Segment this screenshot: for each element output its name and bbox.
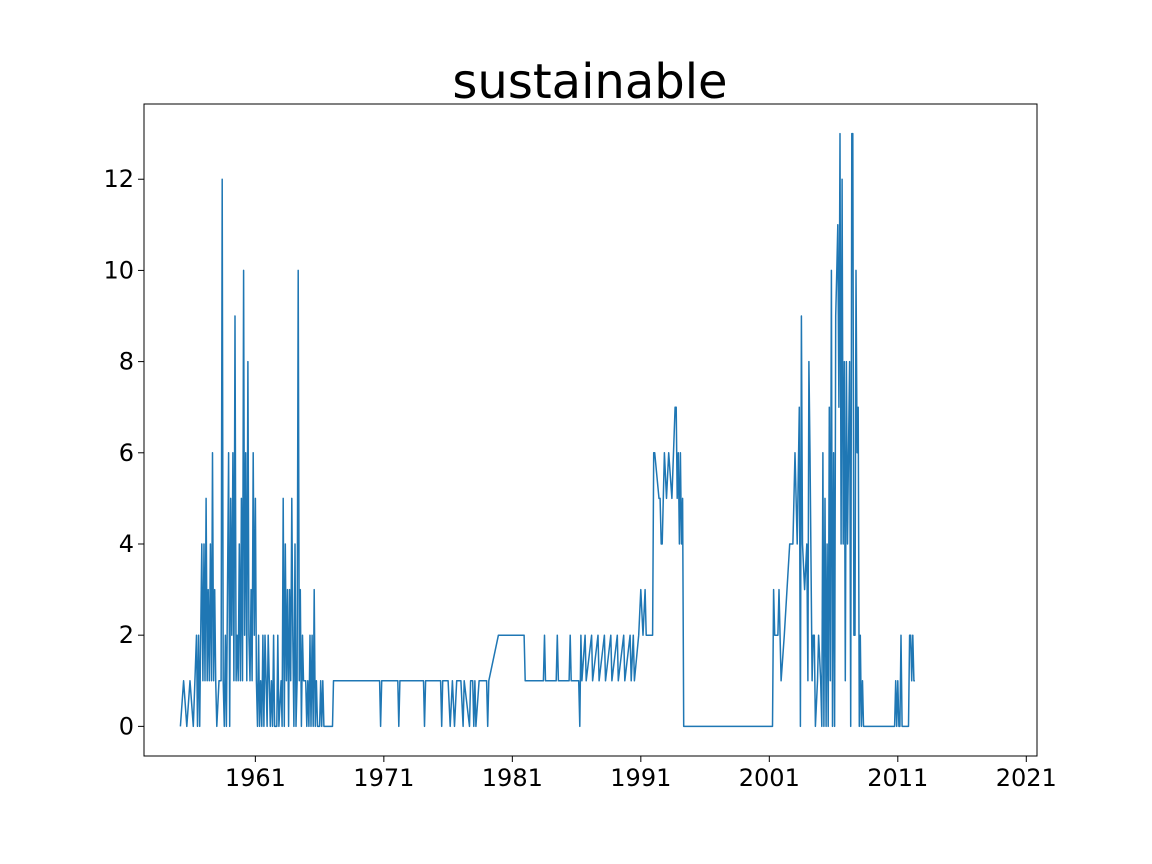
y-tick-label: 0 [119, 712, 134, 740]
plot-frame [143, 103, 1038, 757]
y-tick-label: 6 [119, 439, 134, 467]
series-line-sustainable [179, 132, 915, 728]
x-tick-label: 2001 [739, 764, 800, 792]
x-tick-label: 1991 [610, 764, 671, 792]
x-tick-label: 2021 [996, 764, 1057, 792]
x-tick-label: 2011 [867, 764, 928, 792]
y-tick-label: 10 [103, 256, 134, 284]
chart-title: sustainable [452, 54, 727, 110]
plot-area [179, 132, 915, 728]
y-tick-label: 12 [103, 165, 134, 193]
x-tick-label: 1981 [482, 764, 543, 792]
x-tick-label: 1971 [353, 764, 414, 792]
y-tick-label: 8 [119, 348, 134, 376]
x-tick-label: 1961 [225, 764, 286, 792]
x-axis: 1961 1971 1981 1991 2001 2011 2021 [225, 756, 1057, 792]
y-axis: 0 2 4 6 8 10 12 [103, 165, 144, 740]
y-tick-label: 4 [119, 530, 134, 558]
y-tick-label: 2 [119, 621, 134, 649]
